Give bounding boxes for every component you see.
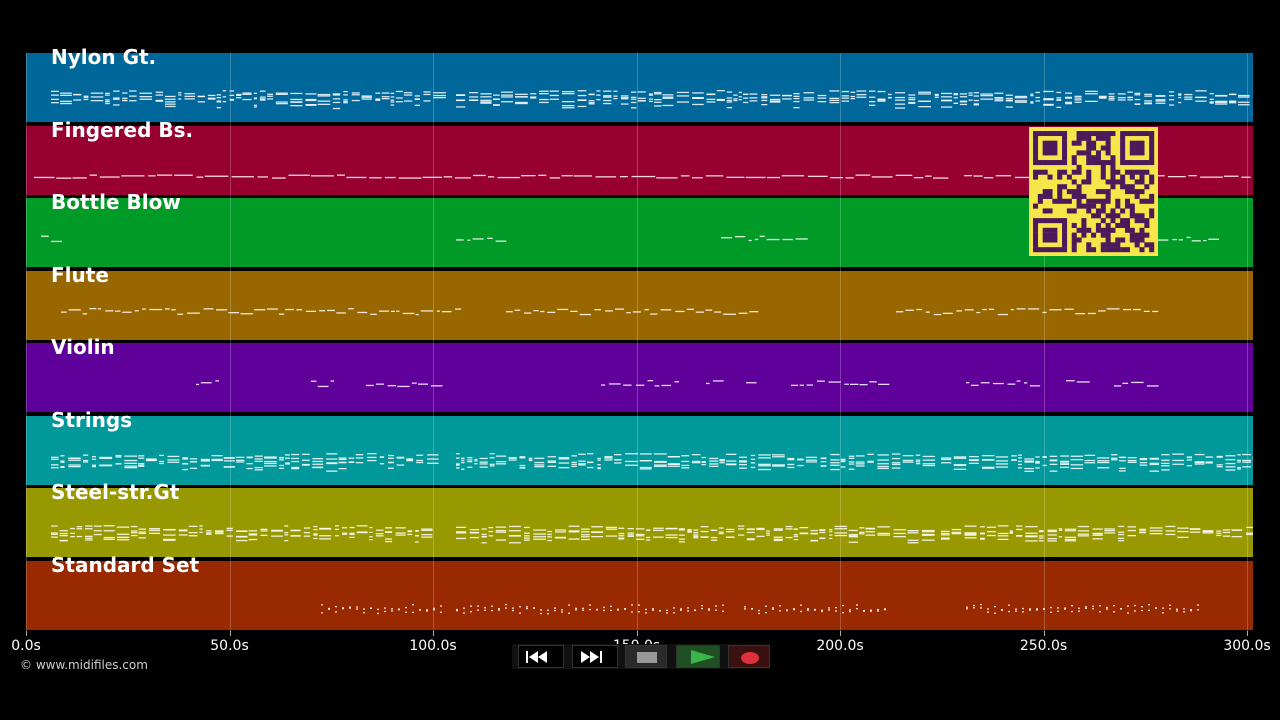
stop-icon	[637, 652, 657, 663]
timeline-tick-mark	[636, 631, 638, 636]
track-name: Steel-str.Gt	[51, 480, 180, 504]
stop-button[interactable]	[625, 645, 667, 668]
record-button[interactable]	[728, 645, 770, 668]
fast-forward-button[interactable]	[572, 645, 618, 668]
track-notes	[51, 90, 1250, 110]
track-notes	[196, 380, 1159, 388]
track-name: Standard Set	[51, 552, 200, 577]
track-notes	[61, 307, 1159, 315]
timeline-tick-label: 100.0s	[409, 638, 457, 654]
track-lane[interactable]: Steel-str.Gt	[26, 480, 1253, 557]
timeline-tick-label: 0.0s	[11, 638, 41, 654]
timeline-tick-mark	[840, 631, 841, 636]
timeline-tick-label: 300.0s	[1223, 638, 1271, 654]
track-name: Bottle Blow	[51, 190, 181, 214]
copyright-text: © www.midifiles.com	[20, 658, 148, 672]
timeline-tick-mark	[1043, 631, 1045, 636]
track-lane[interactable]: Standard Set	[26, 553, 1253, 630]
track-name: Fingered Bs.	[51, 117, 194, 142]
rewind-button[interactable]	[518, 645, 564, 668]
track-lane[interactable]: Violin	[26, 335, 1253, 412]
timeline-tick-label: 250.0s	[1019, 638, 1068, 654]
track-name: Flute	[51, 262, 109, 287]
track-lane[interactable]: Flute	[26, 263, 1253, 340]
record-icon	[741, 652, 759, 664]
timeline-gridline	[229, 53, 231, 631]
track-notes	[51, 452, 1253, 472]
play-icon	[691, 650, 715, 664]
timeline-gridline	[636, 53, 638, 631]
timeline-tick-mark	[1247, 631, 1248, 636]
timeline-tick-label: 50.0s	[210, 638, 249, 654]
track-name: Violin	[51, 335, 115, 359]
track-name: Strings	[51, 407, 133, 432]
timeline-gridline	[1247, 53, 1248, 631]
timeline-gridline	[433, 53, 434, 631]
timeline-tick-mark	[26, 631, 27, 636]
timeline-gridline	[840, 53, 841, 631]
timeline-gridline	[1043, 53, 1045, 631]
timeline-tick-label: 200.0s	[816, 638, 864, 654]
play-button[interactable]	[676, 645, 720, 668]
track-notes	[34, 174, 1251, 179]
transport-controls	[512, 644, 770, 669]
timeline-tick-mark	[433, 631, 434, 636]
track-notes	[41, 235, 1219, 243]
timeline-gridline	[26, 53, 27, 631]
track-lane[interactable]: Strings	[26, 408, 1253, 485]
track-notes	[321, 603, 1199, 614]
qr-code-graphic	[1033, 131, 1155, 253]
track-notes	[51, 525, 1253, 544]
rewind-icon	[526, 651, 547, 663]
track-lane[interactable]: Nylon Gt.	[26, 45, 1253, 122]
qr-code	[1029, 127, 1158, 256]
timeline-tick-mark	[229, 631, 231, 636]
fast-forward-icon	[581, 651, 602, 663]
track-name: Nylon Gt.	[51, 45, 157, 69]
